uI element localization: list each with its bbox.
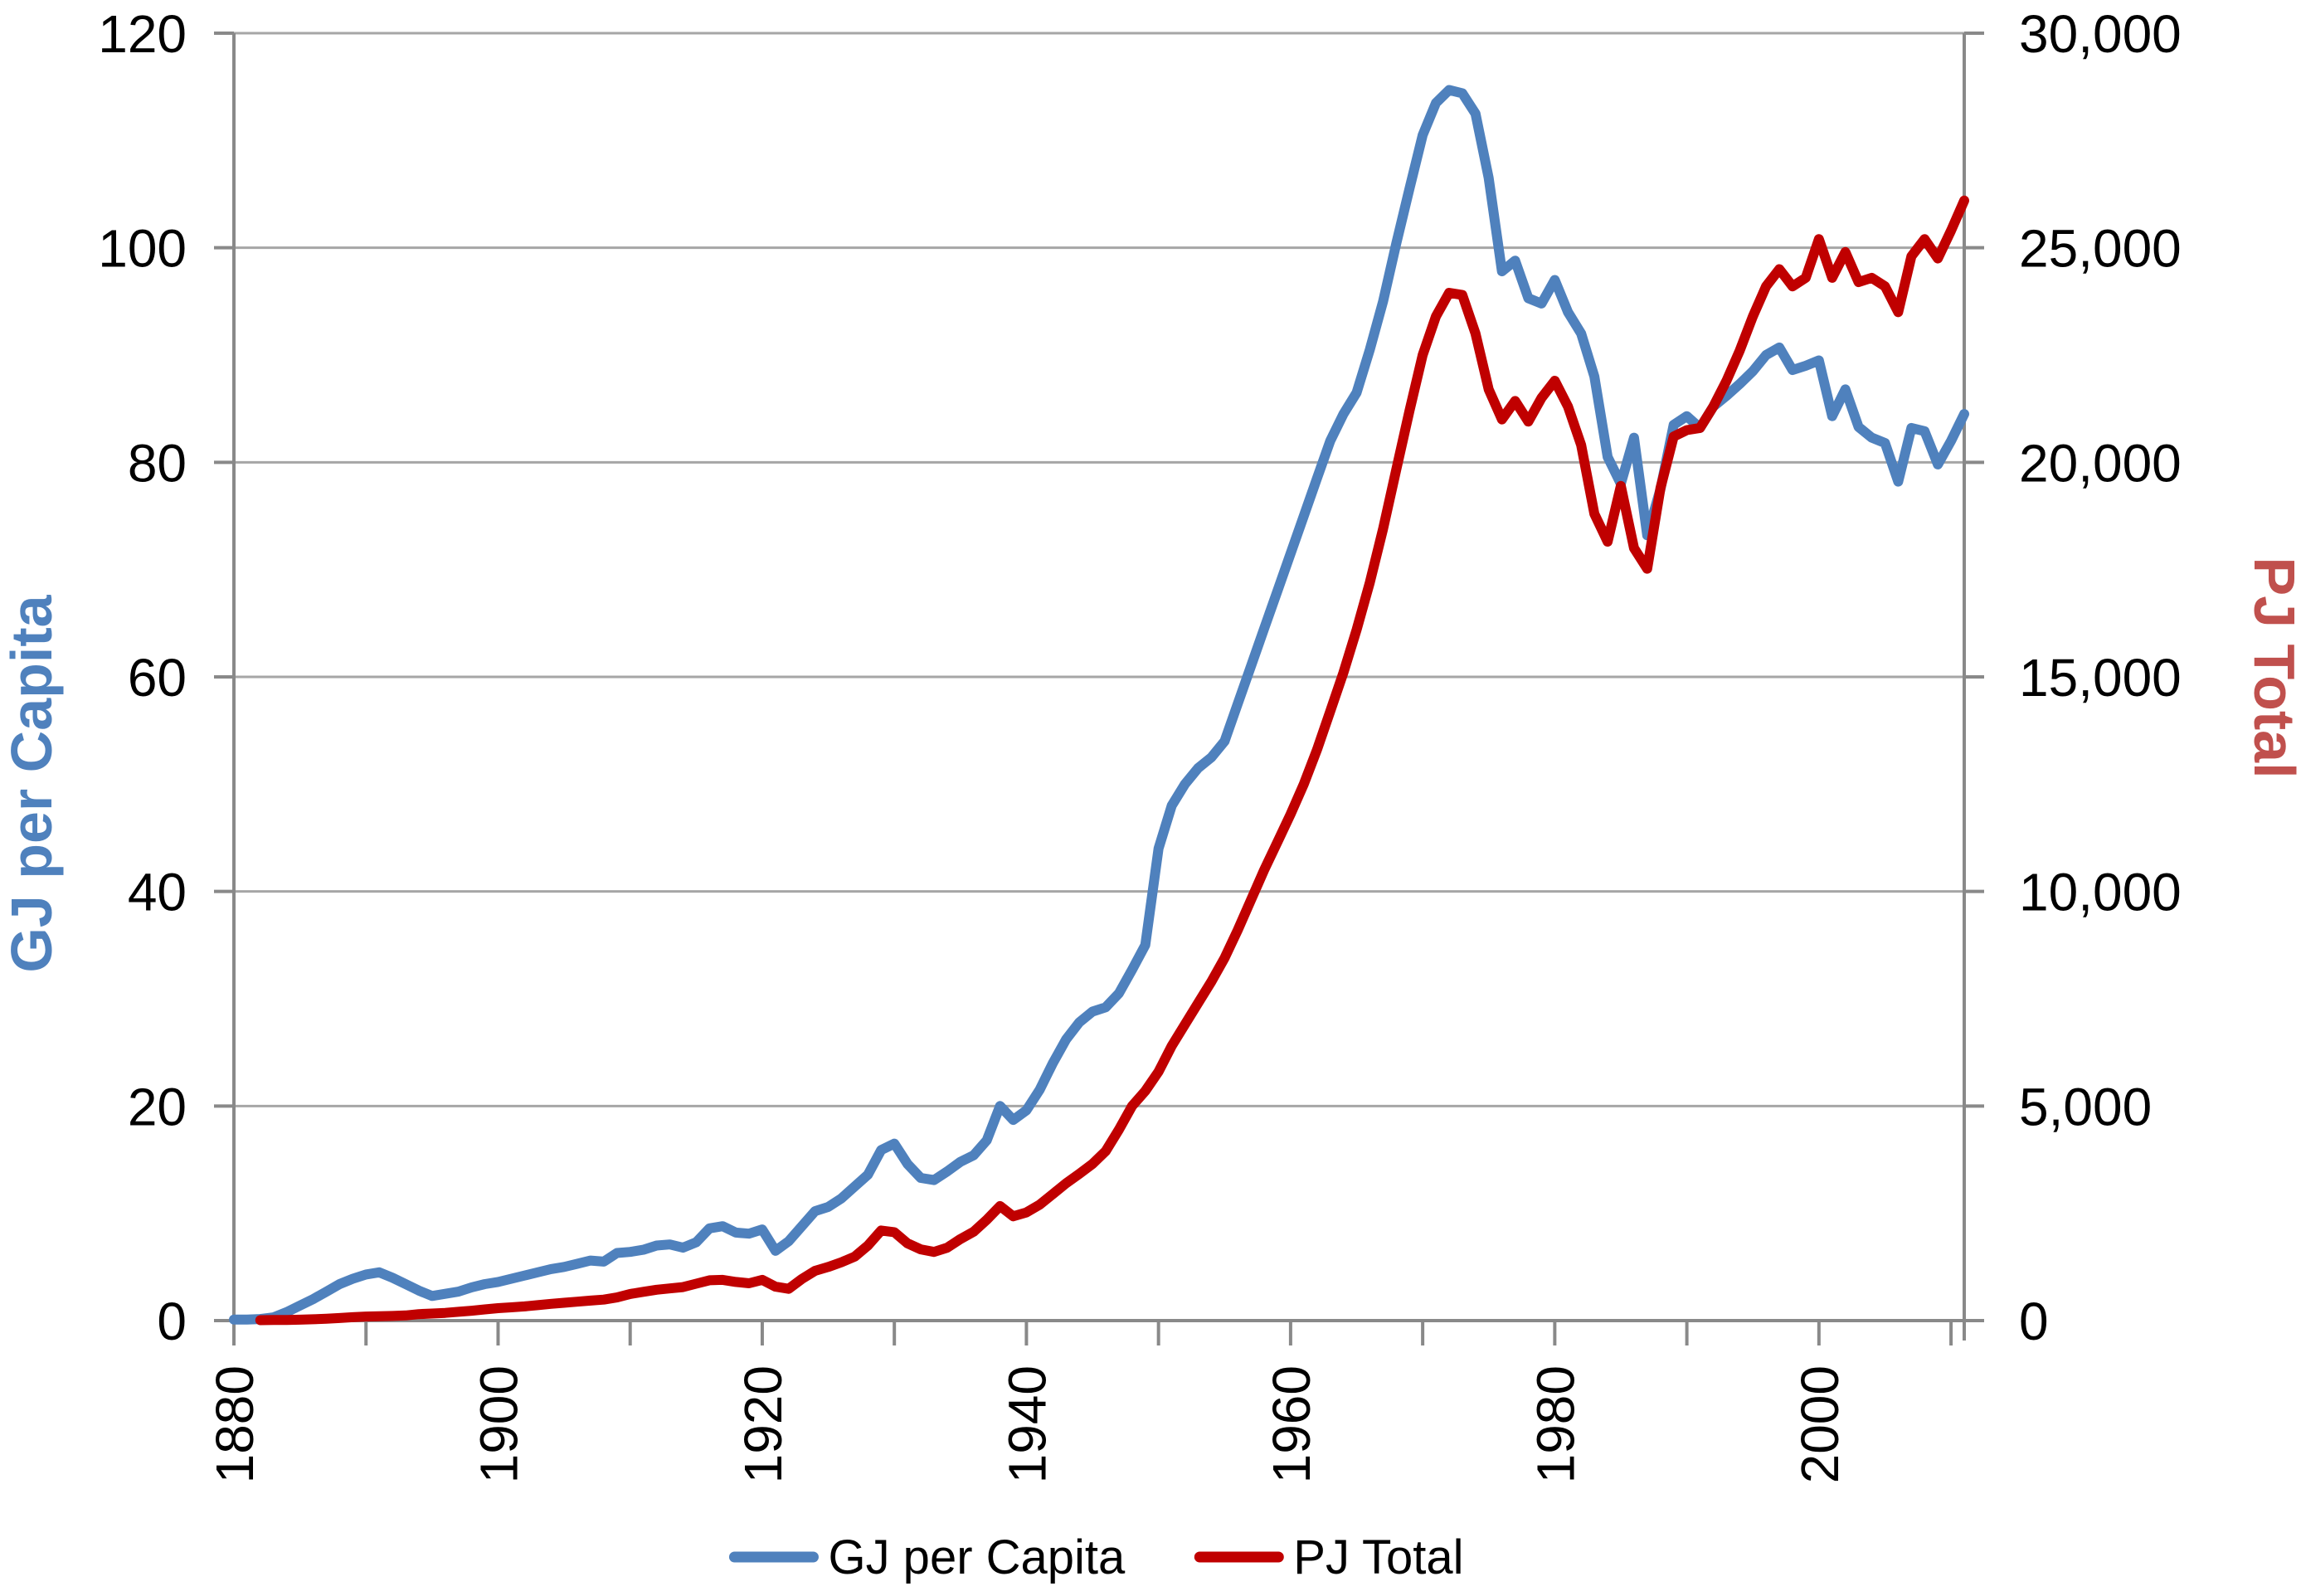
right-axis-tick-label: 5,000 [2019, 1077, 2152, 1136]
legend-label: GJ per Capita [828, 1530, 1126, 1584]
right-axis-tick-label: 20,000 [2019, 433, 2182, 493]
x-axis-tick-label: 1980 [1525, 1365, 1585, 1483]
series-line-gj-per-capita [229, 85, 1969, 1325]
right-axis-tick-label: 0 [2019, 1292, 2049, 1351]
x-axis-tick-label: 1880 [205, 1365, 265, 1483]
right-axis-tick-label: 10,000 [2019, 863, 2182, 922]
tick-labels-layer: 0 0 20 5,000 40 10,000 60 15,000 80 20,000 100 25,0… [98, 4, 2182, 1483]
right-axis-tick-label: 30,000 [2019, 4, 2182, 64]
data-series-layer [229, 85, 1969, 1326]
right-axis-tick-label: 15,000 [2019, 648, 2182, 708]
x-axis-tick-label: 1960 [1262, 1365, 1321, 1483]
left-axis-tick-label: 60 [128, 648, 187, 708]
x-axis-tick-label: 1920 [733, 1365, 793, 1483]
left-axis-tick-label: 20 [128, 1077, 187, 1136]
gridlines-layer [234, 32, 1964, 1107]
axes-layer [214, 32, 1984, 1345]
left-axis-tick-label: 80 [128, 433, 187, 493]
right-axis-title: PJ Total [2242, 557, 2301, 778]
legend-label: PJ Total [1293, 1530, 1463, 1584]
left-axis-tick-label: 0 [157, 1292, 187, 1351]
x-axis-tick-label: 2000 [1790, 1365, 1850, 1483]
series-line-pj-total [255, 195, 1969, 1326]
right-axis-tick-label: 25,000 [2019, 219, 2182, 279]
left-axis-title: GJ per Capita [0, 594, 64, 972]
left-axis-tick-label: 120 [98, 4, 187, 64]
x-axis-tick-label: 1900 [469, 1365, 528, 1483]
left-axis-tick-label: 100 [98, 219, 187, 279]
legend: GJ per Capita PJ Total [728, 1530, 1464, 1584]
x-axis-tick-label: 1940 [997, 1365, 1057, 1483]
left-axis-tick-label: 40 [128, 863, 187, 922]
